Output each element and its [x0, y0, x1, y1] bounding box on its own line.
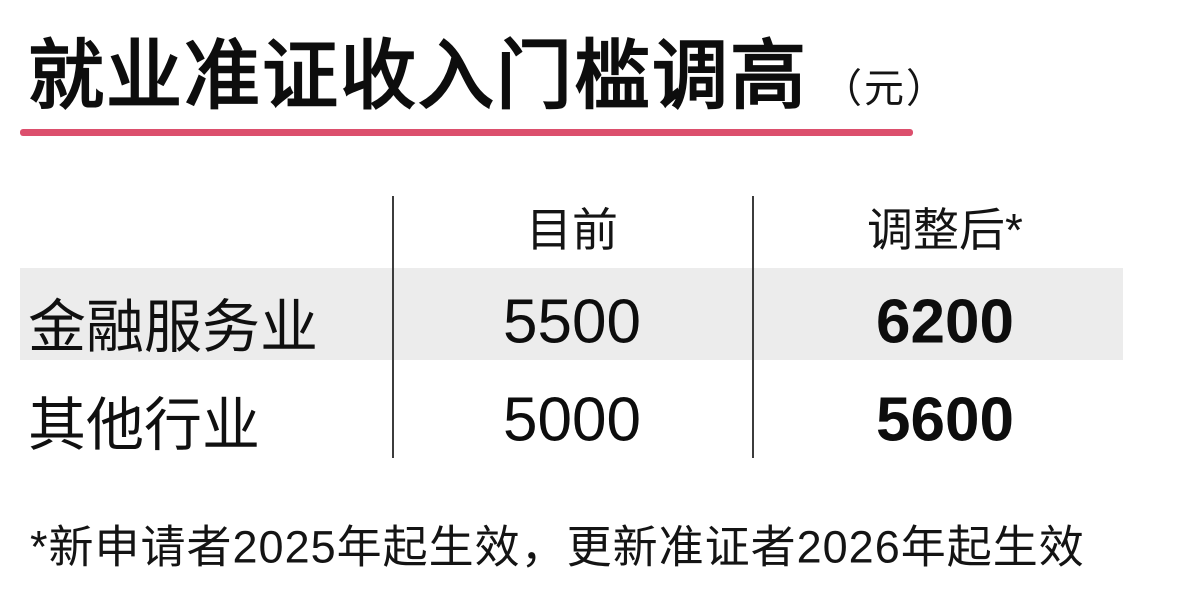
- cell-financial-adjusted: 6200: [876, 287, 1014, 357]
- column-header-adjusted: 调整后*: [867, 204, 1023, 256]
- column-divider-2: [752, 196, 754, 458]
- cell-other-current: 5000: [503, 385, 641, 455]
- row-label-financial-services: 金融服务业: [28, 295, 319, 360]
- title-accent-underline: [20, 129, 913, 136]
- page-title: 就业准证收入门槛调高: [28, 34, 808, 119]
- cell-other-adjusted: 5600: [876, 385, 1014, 455]
- column-divider-1: [392, 196, 394, 458]
- row-label-other-industries: 其他行业: [28, 393, 261, 458]
- row-highlight-band: [20, 268, 1123, 360]
- column-header-current: 目前: [526, 204, 618, 256]
- footnote: *新申请者2025年起生效，更新准证者2026年起生效: [30, 521, 1085, 573]
- title-unit: （元）: [822, 67, 948, 111]
- headline: 就业准证收入门槛调高 （元）: [28, 14, 948, 124]
- cell-financial-current: 5500: [503, 287, 641, 357]
